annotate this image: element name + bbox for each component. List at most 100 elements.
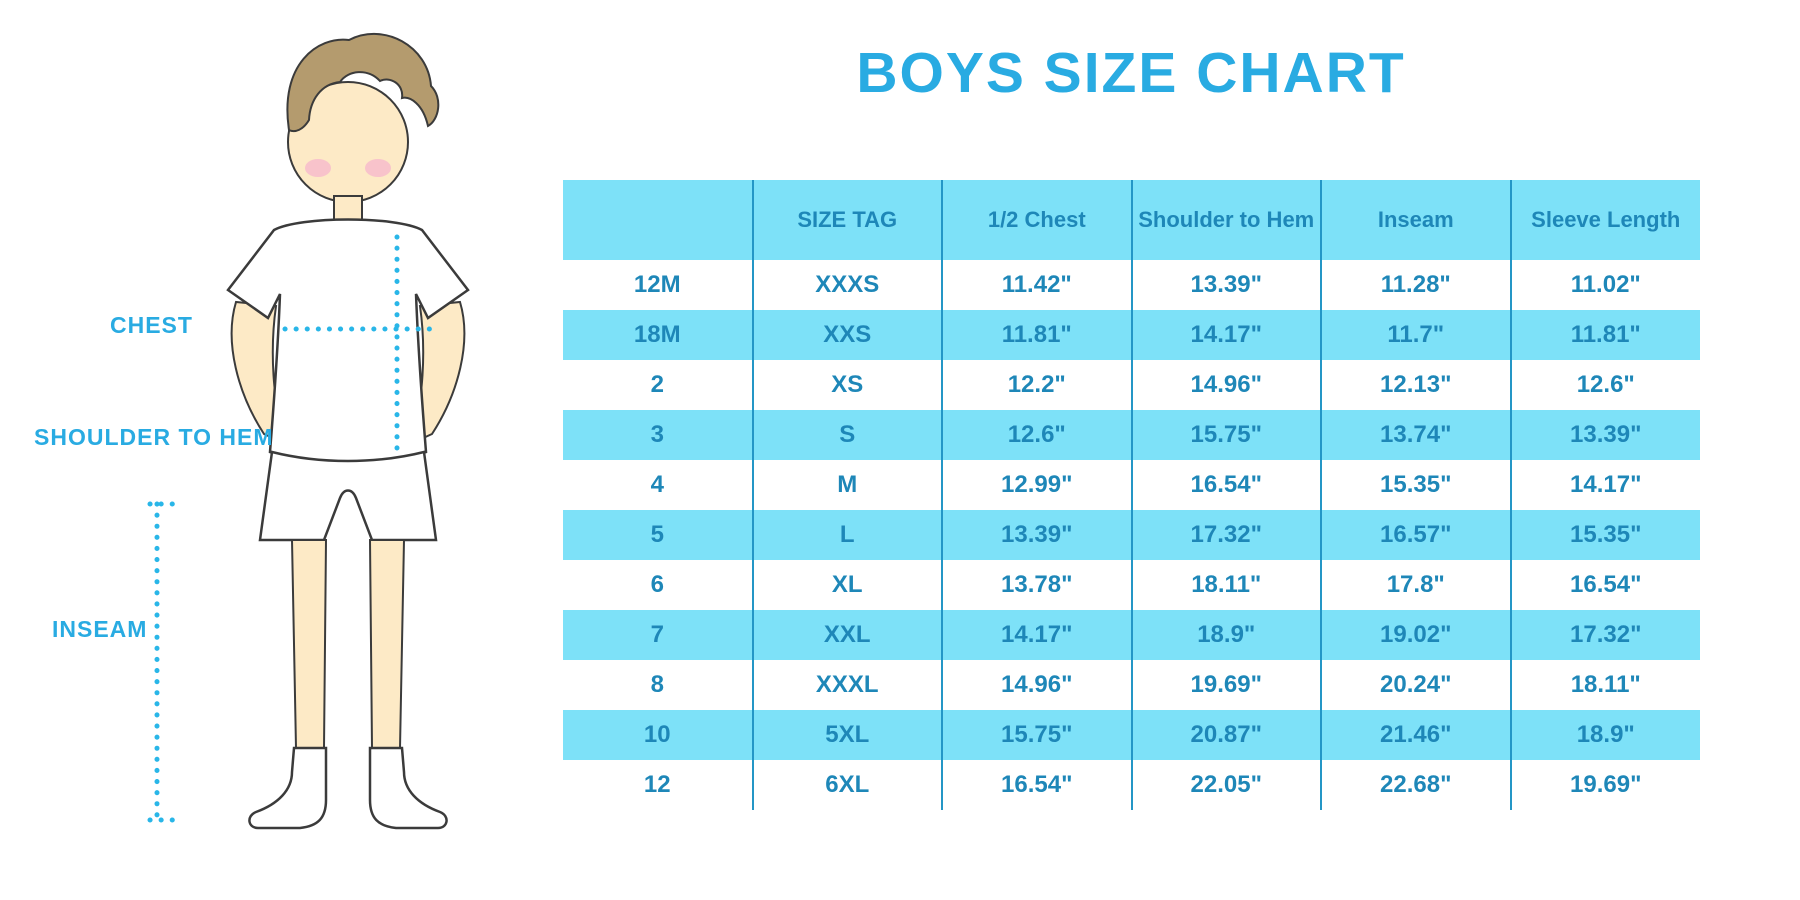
- table-row: 6 XL 13.78" 18.11" 17.8" 16.54": [563, 560, 1700, 610]
- boy-illustration: [147, 32, 470, 830]
- value-cell: 12.6": [1576, 371, 1635, 398]
- right-cheek-shape: [365, 159, 391, 177]
- table-row: 18M XXS 11.81" 14.17" 11.7" 11.81": [563, 310, 1700, 360]
- page-title: BOYS SIZE CHART: [856, 41, 1406, 105]
- table-row: 2 XS 12.2" 14.96" 12.13" 12.6": [563, 360, 1700, 410]
- value-cell: 13.39": [1570, 421, 1642, 448]
- shorts-shape: [258, 450, 438, 542]
- value-cell: 12.6": [942, 410, 1133, 460]
- value-cell: XL: [752, 560, 943, 610]
- value-cell: 5XL: [752, 710, 943, 760]
- value-cell: 17.8": [1321, 560, 1512, 610]
- size-cell: 2: [563, 360, 754, 410]
- value-cell: 13.78": [942, 560, 1133, 610]
- value-cell: XXS: [752, 310, 943, 360]
- value-cell: 17.32": [1570, 621, 1642, 648]
- table-row: 7 XXL 14.17" 18.9" 19.02" 17.32": [563, 610, 1700, 660]
- value-cell: 22.68": [1321, 760, 1512, 810]
- right-leg-shape: [368, 539, 406, 749]
- left-leg-shape: [290, 539, 328, 749]
- value-cell: 12.2": [942, 360, 1133, 410]
- size-cell: 18M: [563, 310, 754, 360]
- value-cell: XXL: [752, 610, 943, 660]
- size-cell: 8: [563, 660, 754, 710]
- size-cell: 3: [563, 410, 754, 460]
- table-row: 12 6XL 16.54" 22.05" 22.68" 19.69": [563, 760, 1700, 810]
- shoulder-to-hem-label: SHOULDER TO HEM: [34, 424, 274, 450]
- value-cell: 16.54": [942, 760, 1133, 810]
- value-cell: XXXS: [752, 260, 943, 310]
- value-cell: 14.96": [942, 660, 1133, 710]
- header-cell-inseam: Inseam: [1321, 180, 1512, 260]
- value-cell: 21.46": [1321, 710, 1512, 760]
- value-cell: 12.99": [942, 460, 1133, 510]
- value-cell: 20.87": [1131, 710, 1322, 760]
- size-cell: 4: [563, 460, 754, 510]
- value-cell: 11.81": [1570, 321, 1641, 348]
- header-cell-size-tag: SIZE TAG: [752, 180, 943, 260]
- value-cell: 16.57": [1321, 510, 1512, 560]
- table-body: 12M XXXS 11.42" 13.39" 11.28" 11.02" 18M XXS 11.…: [563, 260, 1700, 810]
- table-header: SIZE TAG 1/2 Chest Shoulder to Hem Insea…: [563, 180, 1700, 260]
- tshirt-shape: [226, 218, 470, 464]
- value-cell: 14.17": [1570, 471, 1642, 498]
- value-cell: 19.69": [1131, 660, 1322, 710]
- size-cell: 6: [563, 560, 754, 610]
- value-cell: 19.02": [1321, 610, 1512, 660]
- table-row: 3 S 12.6" 15.75" 13.74" 13.39": [563, 410, 1700, 460]
- table-row: 10 5XL 15.75" 20.87" 21.46" 18.9": [563, 710, 1700, 760]
- chest-label: CHEST: [110, 312, 193, 338]
- value-cell: 20.24": [1321, 660, 1512, 710]
- value-cell: S: [752, 410, 943, 460]
- hair-shape: [286, 32, 440, 133]
- value-cell: 14.96": [1131, 360, 1322, 410]
- inseam-label: INSEAM: [52, 616, 148, 642]
- left-sock-shape: [248, 746, 328, 830]
- size-cell: 10: [563, 710, 754, 760]
- value-cell: 15.35": [1321, 460, 1512, 510]
- value-cell: 18.11": [1131, 560, 1322, 610]
- header-row: SIZE TAG 1/2 Chest Shoulder to Hem Insea…: [563, 180, 1700, 260]
- size-table: SIZE TAG 1/2 Chest Shoulder to Hem Insea…: [563, 180, 1700, 810]
- value-cell: 22.05": [1131, 760, 1322, 810]
- value-cell: XS: [752, 360, 943, 410]
- value-cell: 15.75": [1131, 410, 1322, 460]
- value-cell: 11.02": [1570, 271, 1641, 298]
- size-cell: 12M: [563, 260, 754, 310]
- value-cell: 12.13": [1321, 360, 1512, 410]
- value-cell: M: [752, 460, 943, 510]
- size-cell: 7: [563, 610, 754, 660]
- header-cell-sleeve-length: Sleeve Length: [1510, 180, 1700, 260]
- header-cell-shoulder-to-hem: Shoulder to Hem: [1131, 180, 1322, 260]
- table-row: 8 XXXL 14.96" 19.69" 20.24" 18.11": [563, 660, 1700, 710]
- value-cell: 6XL: [752, 760, 943, 810]
- measurement-lines: [147, 234, 433, 823]
- size-cell: 5: [563, 510, 754, 560]
- value-cell: 15.75": [942, 710, 1133, 760]
- value-cell: XXXL: [752, 660, 943, 710]
- header-cell-size: [563, 180, 754, 260]
- value-cell: 11.28": [1321, 260, 1512, 310]
- value-cell: 13.39": [1131, 260, 1322, 310]
- value-cell: 16.54": [1131, 460, 1322, 510]
- value-cell: 18.9": [1576, 721, 1635, 748]
- value-cell: 14.17": [942, 610, 1133, 660]
- table-row: 4 M 12.99" 16.54" 15.35" 14.17": [563, 460, 1700, 510]
- value-cell: 11.42": [942, 260, 1133, 310]
- value-cell: 11.7": [1321, 310, 1512, 360]
- value-cell: 16.54": [1570, 571, 1642, 598]
- value-cell: 11.81": [942, 310, 1133, 360]
- header-cell-half-chest: 1/2 Chest: [942, 180, 1133, 260]
- value-cell: 18.9": [1131, 610, 1322, 660]
- value-cell: 19.69": [1570, 771, 1642, 798]
- value-cell: 17.32": [1131, 510, 1322, 560]
- left-cheek-shape: [305, 159, 331, 177]
- value-cell: 13.39": [942, 510, 1133, 560]
- size-cell: 12: [563, 760, 754, 810]
- right-sock-shape: [368, 746, 448, 830]
- value-cell: 13.74": [1321, 410, 1512, 460]
- value-cell: 18.11": [1570, 671, 1641, 698]
- table-row: 5 L 13.39" 17.32" 16.57" 15.35": [563, 510, 1700, 560]
- value-cell: 15.35": [1570, 521, 1642, 548]
